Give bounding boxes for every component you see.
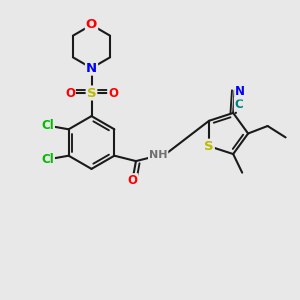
- Text: O: O: [65, 86, 75, 100]
- Text: O: O: [108, 86, 118, 100]
- Text: O: O: [128, 174, 137, 187]
- Text: S: S: [204, 140, 214, 153]
- Text: NH: NH: [149, 150, 167, 160]
- Text: C: C: [235, 98, 244, 111]
- Text: Cl: Cl: [41, 119, 54, 132]
- Text: O: O: [86, 18, 97, 32]
- Text: N: N: [86, 61, 97, 75]
- Text: Cl: Cl: [41, 153, 54, 166]
- Text: N: N: [235, 85, 245, 98]
- Text: S: S: [87, 86, 96, 100]
